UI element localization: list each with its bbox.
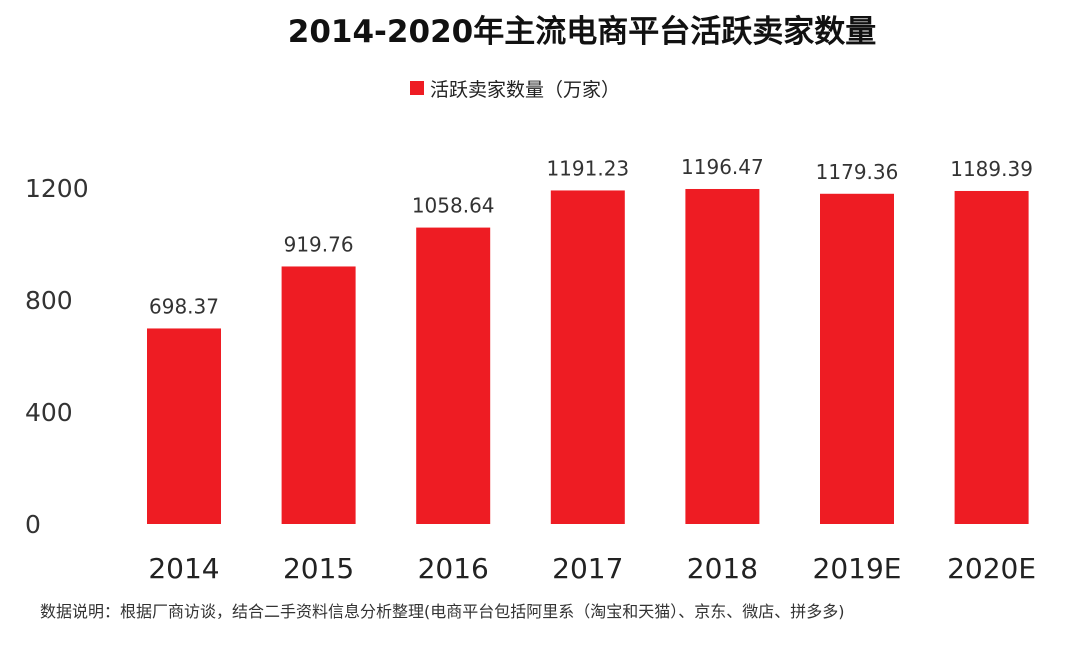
data-label: 1058.64 [412,194,495,218]
data-label: 919.76 [284,232,354,256]
bar [281,266,356,524]
x-tick-label: 2014 [148,552,219,585]
y-axis-ticks: 0 400 800 1200 [25,174,89,539]
x-tick-label: 2019E [813,552,902,585]
data-label: 1196.47 [681,155,764,179]
y-tick-label: 800 [25,286,73,315]
y-tick-label: 1200 [25,174,89,203]
x-tick-label: 2016 [418,552,489,585]
x-tick-label: 2020E [947,552,1036,585]
legend-swatch [410,81,424,95]
bar [550,190,625,524]
legend-label: 活跃卖家数量（万家） [430,79,620,101]
x-tick-label: 2015 [283,552,354,585]
footnote: 数据说明：根据厂商访谈，结合二手资料信息分析整理(电商平台包括阿里系（淘宝和天猫… [40,602,845,621]
legend: 活跃卖家数量（万家） [410,79,620,101]
x-tick-label: 2017 [552,552,623,585]
data-label: 1179.36 [816,160,899,184]
data-label: 698.37 [149,294,219,318]
bar [820,193,894,524]
data-label: 1189.39 [950,157,1033,181]
data-labels: 698.37 919.76 1058.64 1191.23 1196.47 1179.36… [149,155,1033,318]
bar [147,328,221,524]
bar [416,227,491,524]
bar [685,188,760,524]
bars [147,188,1029,524]
x-tick-label: 2018 [687,552,758,585]
chart-title: 2014-2020年主流电商平台活跃卖家数量 [288,14,876,50]
bar [954,190,1029,524]
y-tick-label: 400 [25,398,73,427]
data-label: 1191.23 [546,156,629,180]
y-tick-label: 0 [25,510,41,539]
x-axis-ticks: 2014 2015 2016 2017 2018 2019E 2020E [148,552,1036,585]
